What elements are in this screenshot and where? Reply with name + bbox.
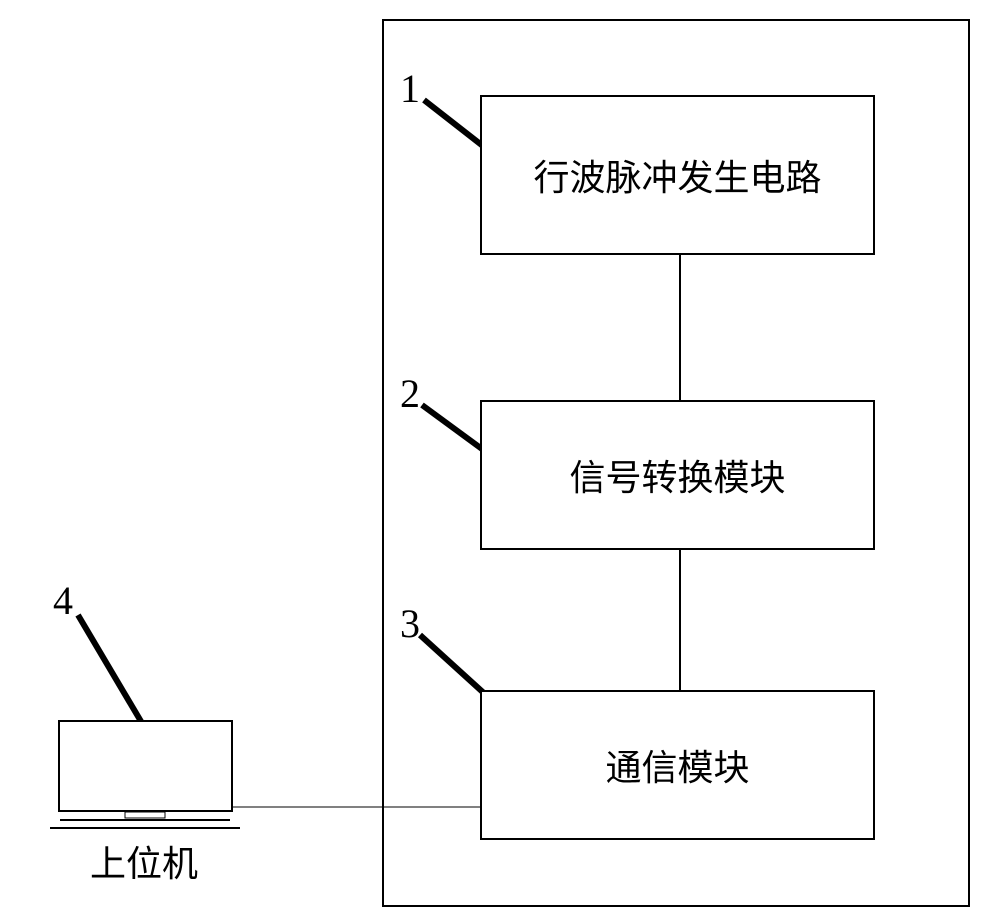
callout-num-3: 3 bbox=[400, 600, 420, 647]
node-label: 信号转换模块 bbox=[569, 449, 785, 501]
node-label: 通信模块 bbox=[605, 739, 749, 791]
node-signal-conversion: 信号转换模块 bbox=[480, 400, 875, 550]
block-diagram: 行波脉冲发生电路 信号转换模块 通信模块 1 2 3 4 上位机 bbox=[0, 0, 1000, 924]
callout-num-1: 1 bbox=[400, 65, 420, 112]
monitor-stand bbox=[125, 812, 165, 818]
host-computer-label: 上位机 bbox=[90, 835, 198, 887]
node-host-computer bbox=[58, 720, 233, 812]
node-comm-module: 通信模块 bbox=[480, 690, 875, 840]
callout-num-4: 4 bbox=[53, 577, 73, 624]
node-pulse-circuit: 行波脉冲发生电路 bbox=[480, 95, 875, 255]
callout-num-2: 2 bbox=[400, 370, 420, 417]
node-label: 行波脉冲发生电路 bbox=[533, 149, 821, 201]
